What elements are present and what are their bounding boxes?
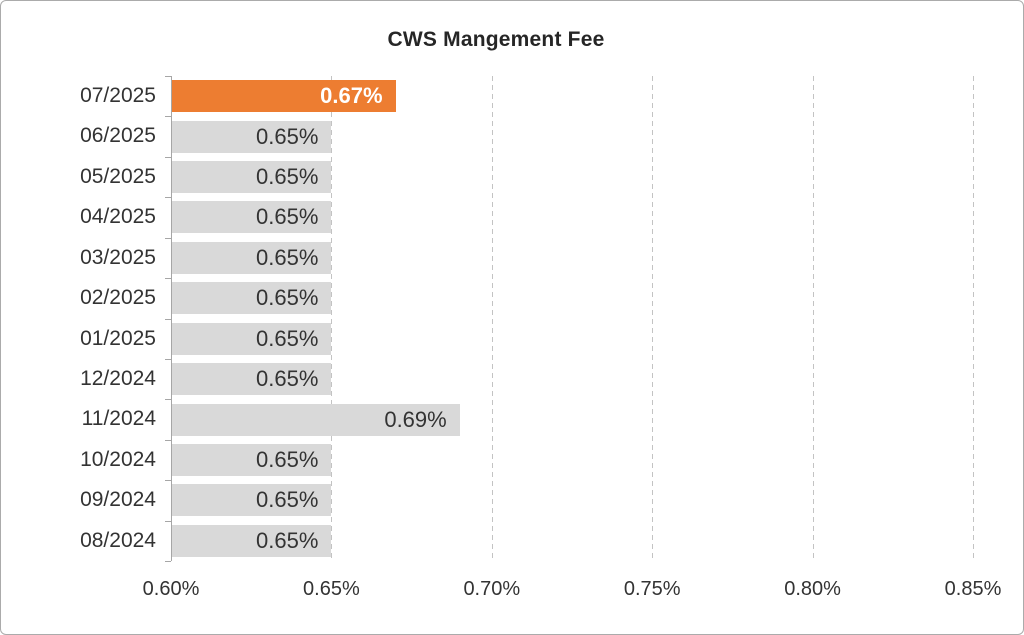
- bar: 0.65%: [172, 282, 332, 315]
- bar: 0.65%: [172, 524, 332, 557]
- x-axis-tick-label: 0.60%: [142, 578, 200, 600]
- category-label: 03/2025: [80, 245, 156, 269]
- category-label: 01/2025: [80, 326, 156, 350]
- bar: 0.65%: [172, 161, 332, 194]
- category-axis-tick: [165, 359, 171, 360]
- bar-value-label: 0.65%: [256, 366, 319, 392]
- bar-value-label: 0.65%: [256, 487, 319, 513]
- bar: 0.65%: [172, 120, 332, 153]
- bar-value-label: 0.65%: [256, 123, 319, 149]
- bar-value-label: 0.65%: [256, 164, 319, 190]
- category-label: 06/2025: [80, 124, 156, 148]
- bar: 0.65%: [172, 322, 332, 355]
- bar: 0.65%: [172, 363, 332, 396]
- category-axis-tick: [165, 319, 171, 320]
- category-label: 04/2025: [80, 205, 156, 229]
- category-label: 11/2024: [81, 407, 156, 431]
- category-axis-tick: [165, 278, 171, 279]
- bar: 0.65%: [172, 443, 332, 476]
- category-label: 05/2025: [80, 164, 156, 188]
- category-axis-tick: [165, 399, 171, 400]
- category-label: 09/2024: [80, 488, 156, 512]
- x-axis-tick-label: 0.70%: [463, 578, 521, 600]
- bar-value-label: 0.65%: [256, 285, 319, 311]
- category-axis-line: [171, 76, 172, 561]
- vertical-gridline: [973, 76, 974, 561]
- x-axis-tick-label: 0.80%: [784, 578, 841, 600]
- category-label: 10/2024: [80, 447, 156, 471]
- bar: 0.65%: [172, 484, 332, 517]
- bar-value-label: 0.65%: [256, 244, 319, 270]
- bar: 0.65%: [172, 201, 332, 234]
- category-axis-tick: [165, 480, 171, 481]
- category-axis-tick: [165, 197, 171, 198]
- category-label: 07/2025: [80, 84, 156, 107]
- bar: 0.65%: [172, 241, 332, 274]
- bar: 0.69%: [172, 403, 460, 436]
- category-axis-tick: [165, 238, 171, 239]
- category-axis-tick: [165, 76, 171, 77]
- category-label: 12/2024: [80, 366, 156, 390]
- x-axis-tick-label: 0.65%: [303, 578, 360, 600]
- vertical-gridline: [812, 76, 814, 561]
- x-axis-tick-label: 0.75%: [623, 578, 681, 600]
- bar: 0.67%: [172, 80, 396, 113]
- x-axis-tick-label: 0.85%: [944, 578, 1002, 600]
- category-label: 08/2024: [80, 528, 156, 552]
- category-axis-tick: [165, 521, 171, 522]
- vertical-gridline: [491, 76, 493, 561]
- category-axis-tick: [165, 440, 171, 441]
- vertical-gridline: [331, 76, 333, 561]
- category-axis-tick: [165, 561, 171, 562]
- chart-title: CWS Mangement Fee: [387, 28, 605, 51]
- bar-value-label: 0.65%: [256, 527, 319, 553]
- bar-value-label: 0.65%: [256, 325, 319, 351]
- vertical-gridline: [652, 76, 654, 561]
- category-axis-tick: [165, 116, 171, 117]
- bar-value-label: 0.69%: [384, 406, 447, 432]
- bar-value-label: 0.65%: [256, 446, 319, 472]
- bar-value-label: 0.65%: [256, 204, 319, 230]
- category-axis-tick: [165, 157, 171, 158]
- category-label: 02/2025: [80, 286, 156, 310]
- bar-value-label: 0.67%: [320, 83, 383, 109]
